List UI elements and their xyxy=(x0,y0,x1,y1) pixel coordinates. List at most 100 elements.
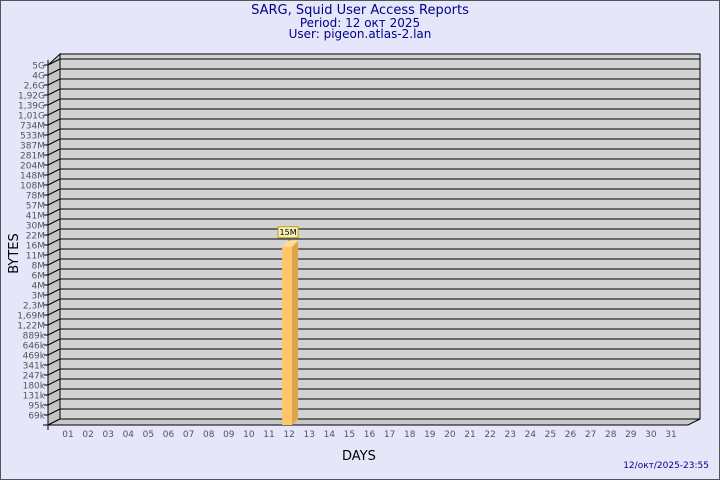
grid-diagonal xyxy=(47,408,61,416)
x-tick-label: 25 xyxy=(545,430,556,440)
grid-diagonal xyxy=(47,108,61,116)
grid-diagonal xyxy=(47,328,61,336)
y-tick-label: 6M xyxy=(32,272,46,282)
x-axis-label: DAYS xyxy=(342,449,376,464)
x-tick-label: 06 xyxy=(163,430,175,440)
grid-diagonal xyxy=(47,308,61,316)
grid-diagonal xyxy=(47,318,61,326)
y-tick-label: 1,69M xyxy=(17,312,45,322)
x-tick-label: 29 xyxy=(625,430,637,440)
grid-diagonal xyxy=(47,158,61,166)
y-tick-label: 78M xyxy=(26,192,45,202)
grid-diagonal xyxy=(47,348,61,356)
x-tick-label: 12 xyxy=(283,430,294,440)
x-tick-label: 18 xyxy=(404,430,416,440)
y-tick-label: 1,22M xyxy=(17,322,45,332)
y-tick-label: 387M xyxy=(20,142,45,152)
x-tick-label: 04 xyxy=(123,430,135,440)
x-tick-label: 22 xyxy=(484,430,495,440)
y-tick-label: 1,01G xyxy=(18,112,45,122)
y-tick-label: 16M xyxy=(26,242,45,252)
grid-diagonal xyxy=(47,378,61,386)
x-tick-label: 15 xyxy=(344,430,355,440)
x-tick-label: 09 xyxy=(223,430,235,440)
grid-diagonal xyxy=(47,248,61,256)
bar-side-day-12 xyxy=(292,240,299,425)
x-tick-label: 24 xyxy=(525,430,537,440)
y-tick-label: 4M xyxy=(32,282,46,292)
grid-diagonal xyxy=(47,88,61,96)
y-tick-label: 889k xyxy=(23,332,46,342)
x-tick-label: 03 xyxy=(102,430,113,440)
grid-diagonal xyxy=(47,368,61,376)
grid-diagonal xyxy=(47,358,61,366)
x-tick-label: 07 xyxy=(183,430,194,440)
y-tick-label: 247k xyxy=(23,372,46,382)
generated-timestamp: 12/окт/2025-23:55 xyxy=(623,461,709,471)
x-tick-label: 21 xyxy=(464,430,475,440)
grid-diagonal xyxy=(47,388,61,396)
x-tick-label: 14 xyxy=(324,430,336,440)
grid-diagonal xyxy=(47,338,61,346)
y-tick-label: 1,39G xyxy=(18,102,45,112)
grid-diagonal xyxy=(47,178,61,186)
plot-floor xyxy=(47,418,701,426)
x-tick-label: 11 xyxy=(263,430,274,440)
x-tick-label: 05 xyxy=(143,430,154,440)
grid-diagonal xyxy=(47,278,61,286)
grid-diagonal xyxy=(47,268,61,276)
x-tick-label: 20 xyxy=(444,430,456,440)
y-tick-label: 69k xyxy=(28,412,45,422)
y-tick-label: 22M xyxy=(26,232,45,242)
data-label: 15M xyxy=(280,228,297,237)
y-tick-label: 281M xyxy=(20,152,45,162)
y-tick-label: 180k xyxy=(23,382,46,392)
x-tick-label: 13 xyxy=(303,430,314,440)
y-tick-label: 5G xyxy=(32,62,45,72)
grid-diagonal xyxy=(47,218,61,226)
x-tick-label: 01 xyxy=(62,430,73,440)
grid-diagonal xyxy=(47,188,61,196)
bar-day-12 xyxy=(282,246,293,425)
y-tick-label: 41M xyxy=(26,212,45,222)
x-tick-label: 10 xyxy=(243,430,255,440)
x-tick-label: 17 xyxy=(384,430,395,440)
bar-top-day-12 xyxy=(282,240,299,247)
period-label: Period: 12 окт 2025 xyxy=(299,16,421,30)
y-tick-label: 341k xyxy=(23,362,46,372)
grid-diagonal xyxy=(47,148,61,156)
grid-diagonal xyxy=(47,118,61,126)
y-tick-label: 646k xyxy=(23,342,46,352)
grid-diagonal xyxy=(47,398,61,406)
y-tick-label: 734M xyxy=(20,122,45,132)
y-tick-label: 1,92G xyxy=(18,92,45,102)
y-tick-label: 533M xyxy=(20,132,45,142)
y-tick-label: 204M xyxy=(20,162,45,172)
x-tick-label: 26 xyxy=(565,430,577,440)
y-tick-label: 57M xyxy=(26,202,45,212)
x-tick-label: 08 xyxy=(203,430,215,440)
chart-title: SARG, Squid User Access Reports xyxy=(251,3,469,18)
y-tick-label: 2,6G xyxy=(24,82,45,92)
y-tick-label: 95k xyxy=(28,402,45,412)
x-tick-label: 27 xyxy=(585,430,596,440)
grid-diagonal xyxy=(47,168,61,176)
grid-diagonal xyxy=(47,78,61,86)
y-tick-label: 2,3M xyxy=(23,302,45,312)
data-label-box xyxy=(277,226,299,239)
grid-diagonal xyxy=(47,68,61,76)
x-tick-label: 19 xyxy=(424,430,436,440)
y-tick-label: 11M xyxy=(26,252,45,262)
y-tick-label: 3M xyxy=(32,292,46,302)
y-tick-label: 131k xyxy=(23,392,46,402)
grid-diagonal xyxy=(47,198,61,206)
grid-diagonal xyxy=(47,128,61,136)
grid-diagonal xyxy=(47,208,61,216)
x-tick-label: 28 xyxy=(605,430,617,440)
y-tick-label: 8M xyxy=(32,262,46,272)
x-tick-label: 23 xyxy=(504,430,515,440)
x-tick-label: 30 xyxy=(645,430,657,440)
y-tick-label: 148M xyxy=(20,172,45,182)
grid-diagonal xyxy=(47,58,61,66)
